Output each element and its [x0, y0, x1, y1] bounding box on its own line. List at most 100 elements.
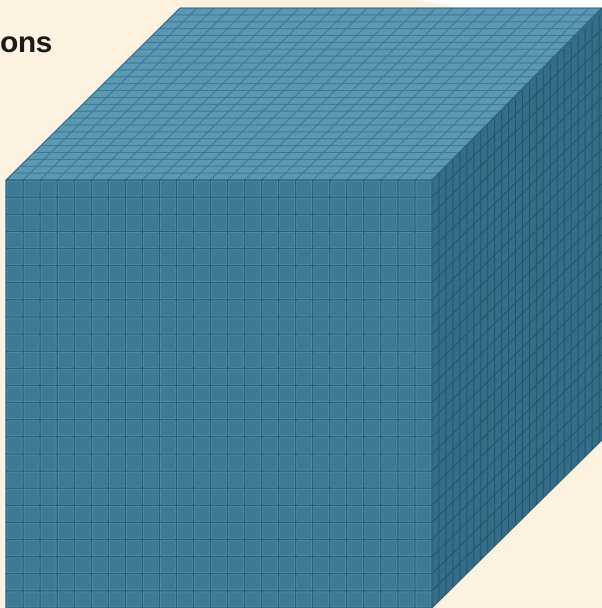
front-unit-cell [6, 557, 23, 574]
front-unit-cell [364, 232, 381, 248]
front-unit-cell [228, 232, 244, 248]
front-unit-cell [330, 454, 347, 471]
front-unit-cell [108, 557, 125, 574]
front-unit-cell [160, 232, 176, 248]
front-unit-cell [143, 180, 159, 197]
front-unit-cell [313, 249, 330, 265]
side-grid-line [431, 216, 602, 386]
front-unit-cell [23, 471, 40, 488]
front-unit-cell [262, 232, 278, 248]
top-grid-line [193, 7, 368, 181]
front-unit-cell [211, 283, 227, 300]
front-unit-cell [398, 300, 415, 317]
front-unit-cell [125, 300, 142, 317]
front-unit-cell [160, 437, 176, 454]
front-unit-cell [108, 266, 125, 283]
front-unit-cell [279, 591, 295, 608]
front-unit-cell [296, 523, 313, 539]
front-unit-cell [381, 180, 398, 197]
front-unit-cell [57, 574, 74, 591]
front-unit-cell [347, 266, 364, 283]
front-unit-cell [245, 488, 261, 505]
front-unit-cell [296, 266, 313, 283]
front-unit-cell [364, 591, 381, 608]
front-unit-cell [40, 540, 57, 556]
front-unit-cell [228, 471, 244, 488]
front-unit-cell [381, 574, 398, 591]
side-grid-line [431, 233, 602, 403]
front-unit-cell [74, 420, 91, 437]
front-unit-cell [74, 266, 91, 283]
front-unit-cell [262, 197, 278, 214]
front-unit-cell [177, 232, 193, 248]
front-unit-cell [347, 437, 364, 454]
front-unit-cell [381, 317, 398, 334]
front-unit-cell [40, 454, 57, 471]
front-unit-cell [398, 557, 415, 574]
top-grid-line [380, 7, 556, 181]
front-unit-cell [177, 369, 193, 385]
front-unit-cell [415, 351, 432, 368]
front-unit-cell [177, 420, 193, 437]
front-unit-cell [74, 300, 91, 317]
front-unit-cell [228, 437, 244, 454]
top-grid-line [56, 7, 232, 181]
front-unit-cell [57, 197, 74, 214]
front-unit-cell [40, 334, 57, 351]
front-unit-cell [347, 540, 364, 556]
front-unit-cell [108, 249, 125, 265]
front-unit-cell [194, 197, 210, 214]
front-unit-cell [125, 214, 142, 231]
front-unit-cell [194, 180, 210, 197]
front-unit-cell [74, 403, 91, 419]
front-unit-cell [177, 488, 193, 505]
front-unit-cell [313, 591, 330, 608]
front-unit-cell [262, 351, 278, 368]
front-unit-cell [330, 369, 347, 385]
front-unit-cell [143, 437, 159, 454]
side-grid-line [431, 319, 602, 489]
front-unit-cell [108, 283, 125, 300]
front-unit-cell [125, 437, 142, 454]
front-unit-cell [245, 317, 261, 334]
front-unit-cell [143, 574, 159, 591]
front-unit-cell [330, 557, 347, 574]
front-unit-cell [91, 403, 108, 419]
front-unit-cell [177, 454, 193, 471]
front-unit-cell [160, 283, 176, 300]
front-unit-cell [279, 180, 295, 197]
front-unit-cell [381, 471, 398, 488]
side-grid-line [431, 336, 602, 506]
front-unit-cell [57, 232, 74, 248]
front-unit-cell [125, 403, 142, 419]
front-unit-cell [211, 523, 227, 539]
front-unit-cell [125, 505, 142, 522]
top-grid-line [414, 7, 590, 181]
front-unit-cell [262, 369, 278, 385]
front-unit-cell [91, 557, 108, 574]
front-unit-cell [347, 505, 364, 522]
front-unit-cell [398, 403, 415, 419]
top-grid-line [244, 7, 419, 181]
front-unit-cell [108, 591, 125, 608]
front-unit-cell [177, 351, 193, 368]
front-unit-cell [245, 386, 261, 402]
front-unit-cell [279, 197, 295, 214]
front-unit-cell [211, 266, 227, 283]
front-unit-cell [313, 334, 330, 351]
front-unit-cell [91, 369, 108, 385]
front-unit-cell [296, 351, 313, 368]
front-unit-cell [347, 403, 364, 419]
front-unit-cell [57, 334, 74, 351]
front-unit-cell [415, 420, 432, 437]
front-unit-cell [279, 540, 295, 556]
front-unit-cell [125, 317, 142, 334]
front-unit-cell [57, 351, 74, 368]
front-unit-cell [91, 386, 108, 402]
front-unit-cell [313, 403, 330, 419]
front-unit-cell [194, 283, 210, 300]
front-unit-cell [143, 317, 159, 334]
front-unit-cell [143, 471, 159, 488]
front-unit-cell [262, 454, 278, 471]
front-unit-cell [262, 540, 278, 556]
